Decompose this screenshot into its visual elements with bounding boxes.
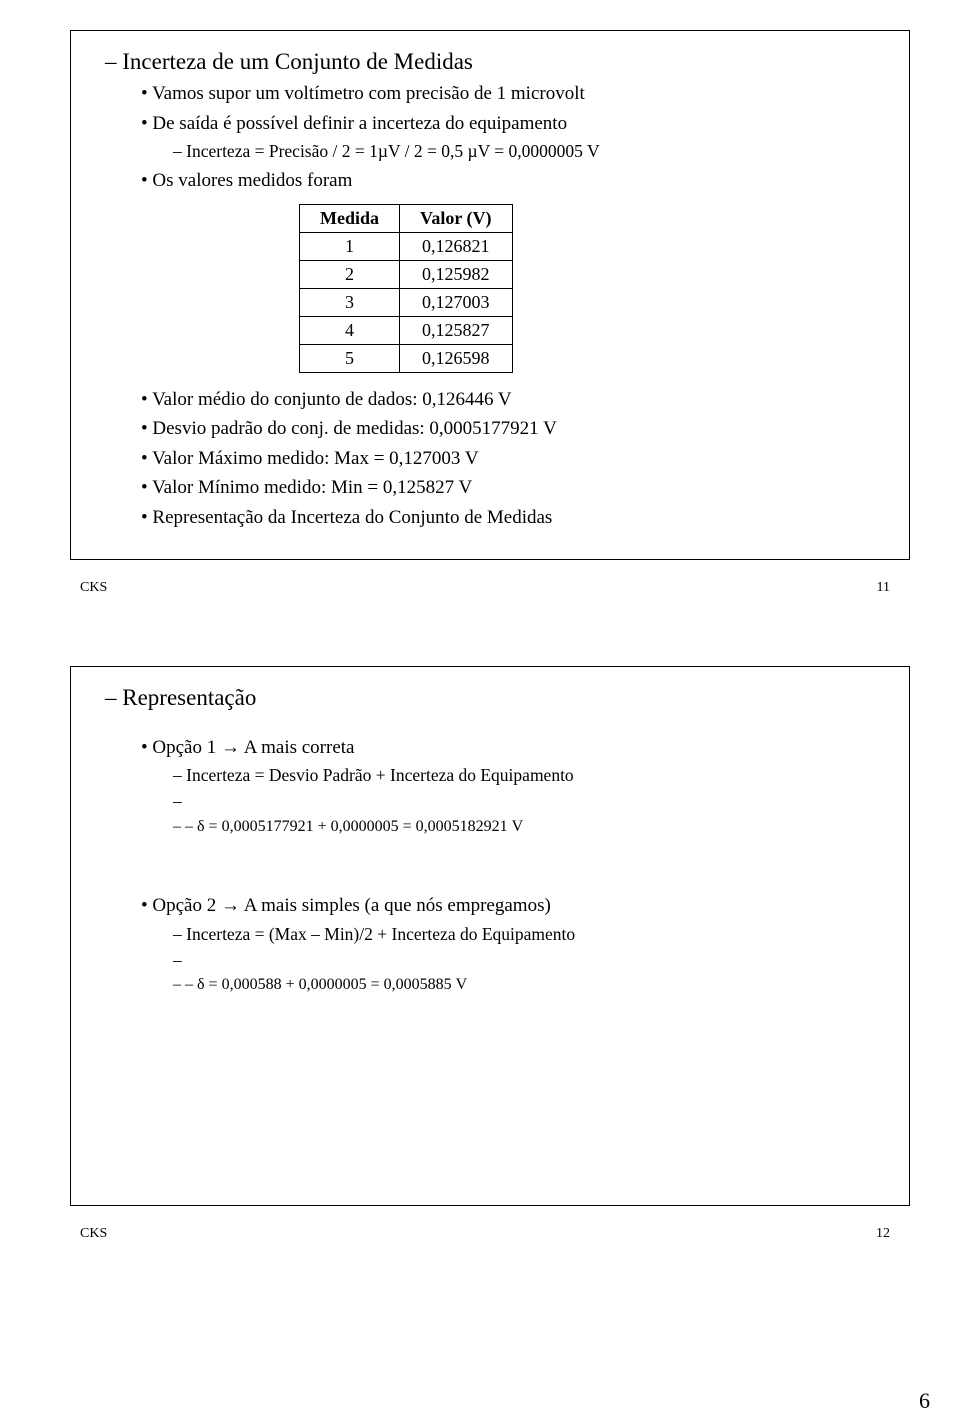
slide1-bul7: Valor Mínimo medido: Min = 0,125827 V <box>141 475 881 501</box>
cell-m: 2 <box>300 260 400 288</box>
slide2-footer: CKS 12 <box>80 1226 890 1242</box>
slide2-l2: Opção 1 → A mais correta Incerteza = Des… <box>105 735 881 837</box>
slide2-op2b-text: δ = 0,000588 + 0,0000005 = 0,0005885 V <box>197 976 467 993</box>
slide2-footer-right: 12 <box>876 1226 890 1242</box>
slide1-heading-text: Incerteza de um Conjunto de Medidas <box>122 49 473 74</box>
table-row: 5 0,126598 <box>300 344 513 372</box>
slide1-l2: Vamos supor um voltímetro com precisão d… <box>105 81 881 194</box>
cell-m: 1 <box>300 232 400 260</box>
slide2-op1-sub: Incerteza = Desvio Padrão + Incerteza do… <box>141 764 881 837</box>
slide2-op1-text: Opção 1 → A mais correta <box>152 737 354 758</box>
slide1-bul2: De saída é possível definir a incerteza … <box>141 111 881 164</box>
slide2-outline: Representação Opção 1 → A mais correta I… <box>99 685 881 996</box>
slide2-heading-text: Representação <box>122 685 256 710</box>
slide2-heading: Representação Opção 1 → A mais correta I… <box>105 685 881 996</box>
slide2-op2-text: Opção 2 → A mais simples (a que nós empr… <box>152 895 550 916</box>
slide-1: Incerteza de um Conjunto de Medidas Vamo… <box>70 30 910 560</box>
slide2-op1a: Incerteza = Desvio Padrão + Incerteza do… <box>173 764 881 788</box>
slide2-op1b: – δ = 0,0005177921 + 0,0000005 = 0,00051… <box>173 790 881 837</box>
slide1-outline: Incerteza de um Conjunto de Medidas Vamo… <box>99 49 881 194</box>
cell-v: 0,126598 <box>400 344 513 372</box>
slide2-op2b: – δ = 0,000588 + 0,0000005 = 0,0005885 V <box>173 949 881 996</box>
cell-m: 4 <box>300 316 400 344</box>
slide1-bul5: Desvio padrão do conj. de medidas: 0,000… <box>141 416 881 442</box>
slide2-l2b: Opção 2 → A mais simples (a que nós empr… <box>105 893 881 995</box>
cell-v: 0,125982 <box>400 260 513 288</box>
slide1-stats: Valor médio do conjunto de dados: 0,1264… <box>99 387 881 531</box>
slide1-bul4: Valor médio do conjunto de dados: 0,1264… <box>141 387 881 413</box>
slide1-footer-right: 11 <box>877 580 890 596</box>
slide2-op2a: Incerteza = (Max – Min)/2 + Incerteza do… <box>173 923 881 947</box>
table-header-row: Medida Valor (V) <box>300 204 513 232</box>
slide1-bul2-text: De saída é possível definir a incerteza … <box>152 113 567 134</box>
slide1-footer-left: CKS <box>80 580 107 596</box>
slide2-op2-sub: Incerteza = (Max – Min)/2 + Incerteza do… <box>141 923 881 996</box>
cell-v: 0,126821 <box>400 232 513 260</box>
cell-m: 5 <box>300 344 400 372</box>
slide1-bul2a: Incerteza = Precisão / 2 = 1µV / 2 = 0,5… <box>173 140 881 164</box>
slide1-bul1: Vamos supor um voltímetro com precisão d… <box>141 81 881 107</box>
cell-v: 0,125827 <box>400 316 513 344</box>
slide-2: Representação Opção 1 → A mais correta I… <box>70 666 910 1206</box>
slide1-bul2-sub: Incerteza = Precisão / 2 = 1µV / 2 = 0,5… <box>141 140 881 164</box>
slide1-heading: Incerteza de um Conjunto de Medidas Vamo… <box>105 49 881 194</box>
page-number-corner: 6 <box>919 1388 930 1414</box>
slide1-bul8: Representação da Incerteza do Conjunto d… <box>141 505 881 531</box>
table-h2: Valor (V) <box>400 204 513 232</box>
cell-v: 0,127003 <box>400 288 513 316</box>
table-h1: Medida <box>300 204 400 232</box>
slide2-op1: Opção 1 → A mais correta Incerteza = Des… <box>141 735 881 837</box>
table-row: 2 0,125982 <box>300 260 513 288</box>
slide1-footer: CKS 11 <box>80 580 890 596</box>
slide1-bul6: Valor Máximo medido: Max = 0,127003 V <box>141 446 881 472</box>
slide1-bul3: Os valores medidos foram <box>141 168 881 194</box>
slide2-op2: Opção 2 → A mais simples (a que nós empr… <box>141 893 881 995</box>
slide2-footer-left: CKS <box>80 1226 107 1242</box>
table-row: 4 0,125827 <box>300 316 513 344</box>
table-row: 1 0,126821 <box>300 232 513 260</box>
measurements-table: Medida Valor (V) 1 0,126821 2 0,125982 3… <box>299 204 513 373</box>
cell-m: 3 <box>300 288 400 316</box>
table-row: 3 0,127003 <box>300 288 513 316</box>
slide2-op1b-text: δ = 0,0005177921 + 0,0000005 = 0,0005182… <box>197 818 523 835</box>
